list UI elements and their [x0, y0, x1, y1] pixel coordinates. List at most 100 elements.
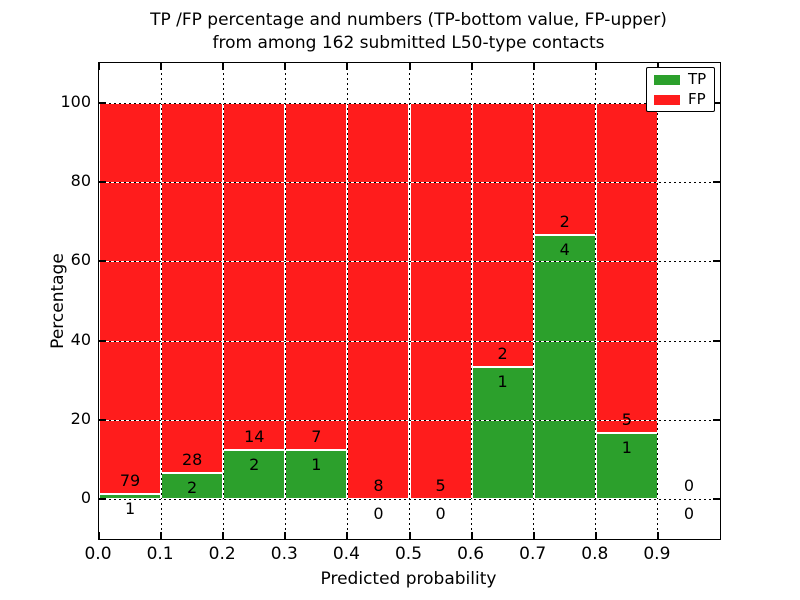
tp-bar-segment: [533, 234, 596, 500]
y-tick-mark: [99, 419, 106, 421]
y-tick-mark: [713, 339, 720, 342]
tp-count-label: 1: [124, 499, 136, 519]
vertical-gridline: [533, 63, 535, 539]
fp-legend-swatch-icon: [654, 94, 680, 105]
x-tick-mark: [346, 532, 349, 539]
legend-entry-fp: FP: [647, 92, 714, 107]
fp-legend-label: FP: [688, 90, 706, 108]
chart-title-line-1: TP /FP percentage and numbers (TP-bottom…: [150, 10, 667, 30]
tp-bar-segment: [223, 449, 286, 500]
y-tick-label: 100: [60, 91, 91, 111]
fp-bar-segment: [161, 102, 224, 473]
plot-area: 79 1 28 2 14 2 7 1 8 0 5 0 2 1 2 4 5 1 0 0: [98, 62, 721, 540]
fp-count-label: 7: [311, 426, 322, 446]
legend: TP FP: [646, 67, 715, 112]
tp-count-label: 0: [373, 504, 384, 524]
x-tick-label: 0.9: [643, 544, 671, 564]
vertical-gridline: [222, 63, 224, 539]
tp-bar-segment: [161, 472, 224, 500]
chart-title-line-2: from among 162 submitted L50-type contac…: [212, 33, 605, 53]
tp-count-label: 0: [683, 504, 695, 524]
y-tick-mark: [713, 419, 720, 421]
y-tick-mark: [99, 181, 106, 183]
x-tick-mark: [160, 63, 163, 70]
x-tick-label: 0.8: [581, 544, 609, 564]
x-tick-label: 0.1: [146, 544, 174, 564]
x-tick-mark: [470, 63, 473, 70]
legend-entry-tp: TP: [647, 72, 714, 87]
vertical-gridline: [160, 63, 162, 539]
y-tick-label: 0: [80, 488, 91, 508]
x-tick-label: 0.6: [457, 544, 485, 564]
tp-count-label: 1: [497, 372, 508, 392]
tp-bar-segment: [595, 433, 658, 500]
x-tick-mark: [222, 532, 225, 539]
y-tick-mark: [99, 498, 106, 501]
x-tick-label: 0.4: [332, 544, 360, 564]
y-tick-mark: [713, 101, 720, 104]
x-tick-label: 0.0: [84, 544, 112, 564]
y-tick-mark: [99, 260, 106, 263]
fp-bar-segment: [533, 102, 596, 235]
y-tick-label: 20: [70, 409, 91, 428]
x-tick-mark: [656, 532, 659, 539]
x-tick-mark: [656, 63, 659, 70]
x-tick-mark: [98, 532, 100, 539]
x-tick-label: 0.2: [208, 544, 236, 564]
x-tick-mark: [408, 532, 411, 539]
x-tick-mark: [470, 532, 473, 539]
y-axis-label: Percentage: [48, 253, 68, 349]
fp-bar-segment: [223, 102, 286, 450]
x-tick-mark: [346, 63, 349, 70]
x-tick-mark: [532, 532, 535, 539]
fp-count-label: 2: [559, 211, 570, 231]
tp-bar-segment: [285, 449, 348, 500]
tp-bar-segment: [471, 367, 534, 500]
fp-bar-segment: [285, 102, 348, 450]
x-tick-mark: [594, 532, 597, 539]
fp-count-label: 8: [373, 476, 384, 496]
y-tick-label: 60: [70, 250, 91, 270]
x-tick-label: 0.7: [519, 544, 547, 564]
vertical-gridline: [657, 63, 659, 539]
y-tick-mark: [713, 260, 720, 263]
x-tick-mark: [408, 63, 411, 70]
x-tick-label: 0.3: [270, 544, 298, 564]
x-tick-mark: [532, 63, 535, 70]
x-tick-mark: [98, 63, 100, 70]
fp-count-label: 14: [244, 426, 265, 446]
fp-count-label: 2: [497, 344, 508, 364]
tp-count-label: 2: [249, 454, 260, 474]
y-tick-mark: [99, 101, 106, 104]
y-tick-label: 80: [70, 171, 91, 190]
horizontal-gridline: [99, 261, 720, 263]
vertical-gridline: [346, 63, 348, 539]
horizontal-gridline: [99, 340, 720, 342]
fp-bar-segment: [347, 102, 410, 500]
x-tick-mark: [284, 63, 287, 70]
x-axis-label: Predicted probability: [320, 569, 497, 589]
x-tick-mark: [222, 63, 225, 70]
tp-count-label: 0: [435, 504, 446, 524]
tp-count-label: 1: [311, 454, 322, 474]
tp-bar-segment: [99, 494, 162, 500]
fp-count-label: 79: [119, 471, 141, 491]
horizontal-gridline: [99, 499, 720, 501]
y-tick-mark: [99, 339, 106, 342]
chart-title: TP /FP percentage and numbers (TP-bottom…: [98, 9, 719, 55]
y-tick-mark: [713, 498, 720, 501]
tp-count-label: 4: [559, 239, 570, 259]
tp-count-label: 1: [621, 438, 632, 458]
x-tick-mark: [160, 532, 163, 539]
tp-legend-swatch-icon: [654, 74, 680, 85]
fp-count-label: 28: [181, 449, 203, 469]
x-tick-mark: [284, 532, 287, 539]
tp-legend-label: TP: [688, 70, 707, 88]
horizontal-gridline: [99, 182, 720, 183]
x-tick-label: 0.5: [394, 544, 423, 564]
vertical-gridline: [409, 63, 410, 539]
vertical-gridline: [595, 63, 597, 539]
y-tick-mark: [713, 181, 720, 183]
horizontal-gridline: [99, 102, 720, 104]
